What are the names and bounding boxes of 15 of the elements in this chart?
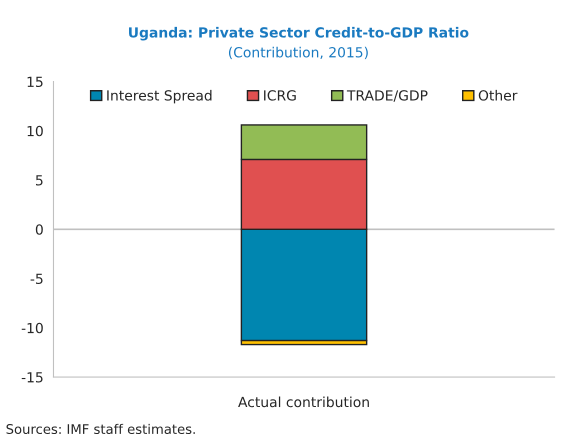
- y-tick-label: 10: [28, 126, 43, 136]
- legend-label: ICRG: [264, 90, 296, 101]
- y-tick-label: -10: [22, 322, 43, 334]
- y-tick-label: 15: [28, 76, 43, 88]
- legend-label: TRADE/GDP: [346, 90, 428, 102]
- chart-title: Uganda: Private Sector Credit-to-GDP Ratio: [129, 26, 468, 40]
- source-note: Sources: IMF staff estimates.: [6, 424, 195, 434]
- chart-subtitle: (Contribution, 2015): [228, 46, 368, 60]
- y-tick-label: -5: [30, 274, 43, 284]
- legend-label: Other: [478, 90, 518, 101]
- y-tick-label: 0: [36, 224, 43, 235]
- x-tick-label: Actual contribution: [238, 396, 369, 408]
- y-tick-label: 5: [36, 175, 43, 186]
- legend-label: Interest Spread: [107, 90, 212, 104]
- y-tick-label: -15: [22, 372, 43, 383]
